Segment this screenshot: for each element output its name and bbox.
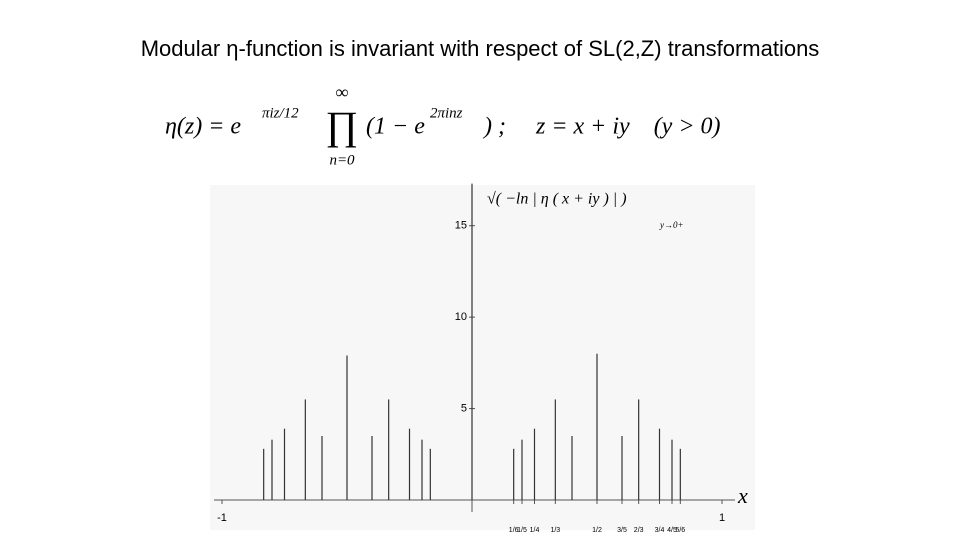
- y-tick-label: 15: [455, 220, 467, 232]
- y-tick-label: 5: [461, 402, 467, 414]
- x-axis-label: x: [737, 483, 748, 508]
- formula-upper: ∞: [336, 82, 349, 102]
- formula-lower: n=0: [329, 152, 355, 168]
- formula: η(z) = e πiz/12 ∏ ∞ n=0 (1 − e 2πinz ) ;…: [165, 82, 721, 168]
- x-tick-label: 1/6: [509, 527, 519, 534]
- x-tick-label: 4/5: [667, 527, 677, 534]
- x-tick-label: 1/2: [592, 527, 602, 534]
- y-tick-label: 10: [455, 311, 467, 323]
- x-tick-label: 1: [719, 512, 725, 524]
- slide-title: Modular η-function is invariant with res…: [141, 36, 820, 61]
- formula-exp2: 2πinz: [430, 105, 463, 121]
- plot: 5 10 15 -1 1 1/61/5 1/4 1/3 1/2 3/5 2/3 3/4 4/55/6 √(…: [214, 183, 748, 534]
- x-tick-label: 1/3: [550, 527, 560, 534]
- formula-lhs: η(z) = e: [165, 114, 241, 140]
- x-tick-label: 3/5: [617, 527, 627, 534]
- formula-product: ∏: [326, 103, 359, 148]
- x-tick-label: -1: [217, 512, 227, 524]
- x-tick-label: 3/4: [655, 527, 665, 534]
- formula-exp: πiz/12: [262, 105, 299, 121]
- x-tick-label: 1/4: [530, 527, 540, 534]
- curve-annotation-sub: y→0+: [659, 220, 684, 230]
- x-tick-label: 5/6: [675, 527, 685, 534]
- curve-annotation: √( −ln | η ( x + iy ) | ): [487, 191, 627, 208]
- plot-background: [210, 185, 755, 530]
- x-tick-label: 2/3: [634, 527, 644, 534]
- formula-factor: (1 − e: [366, 114, 425, 140]
- formula-rest: ) ; z = x + iy (y > 0): [482, 114, 721, 140]
- x-tick-label: 1/5: [517, 527, 527, 534]
